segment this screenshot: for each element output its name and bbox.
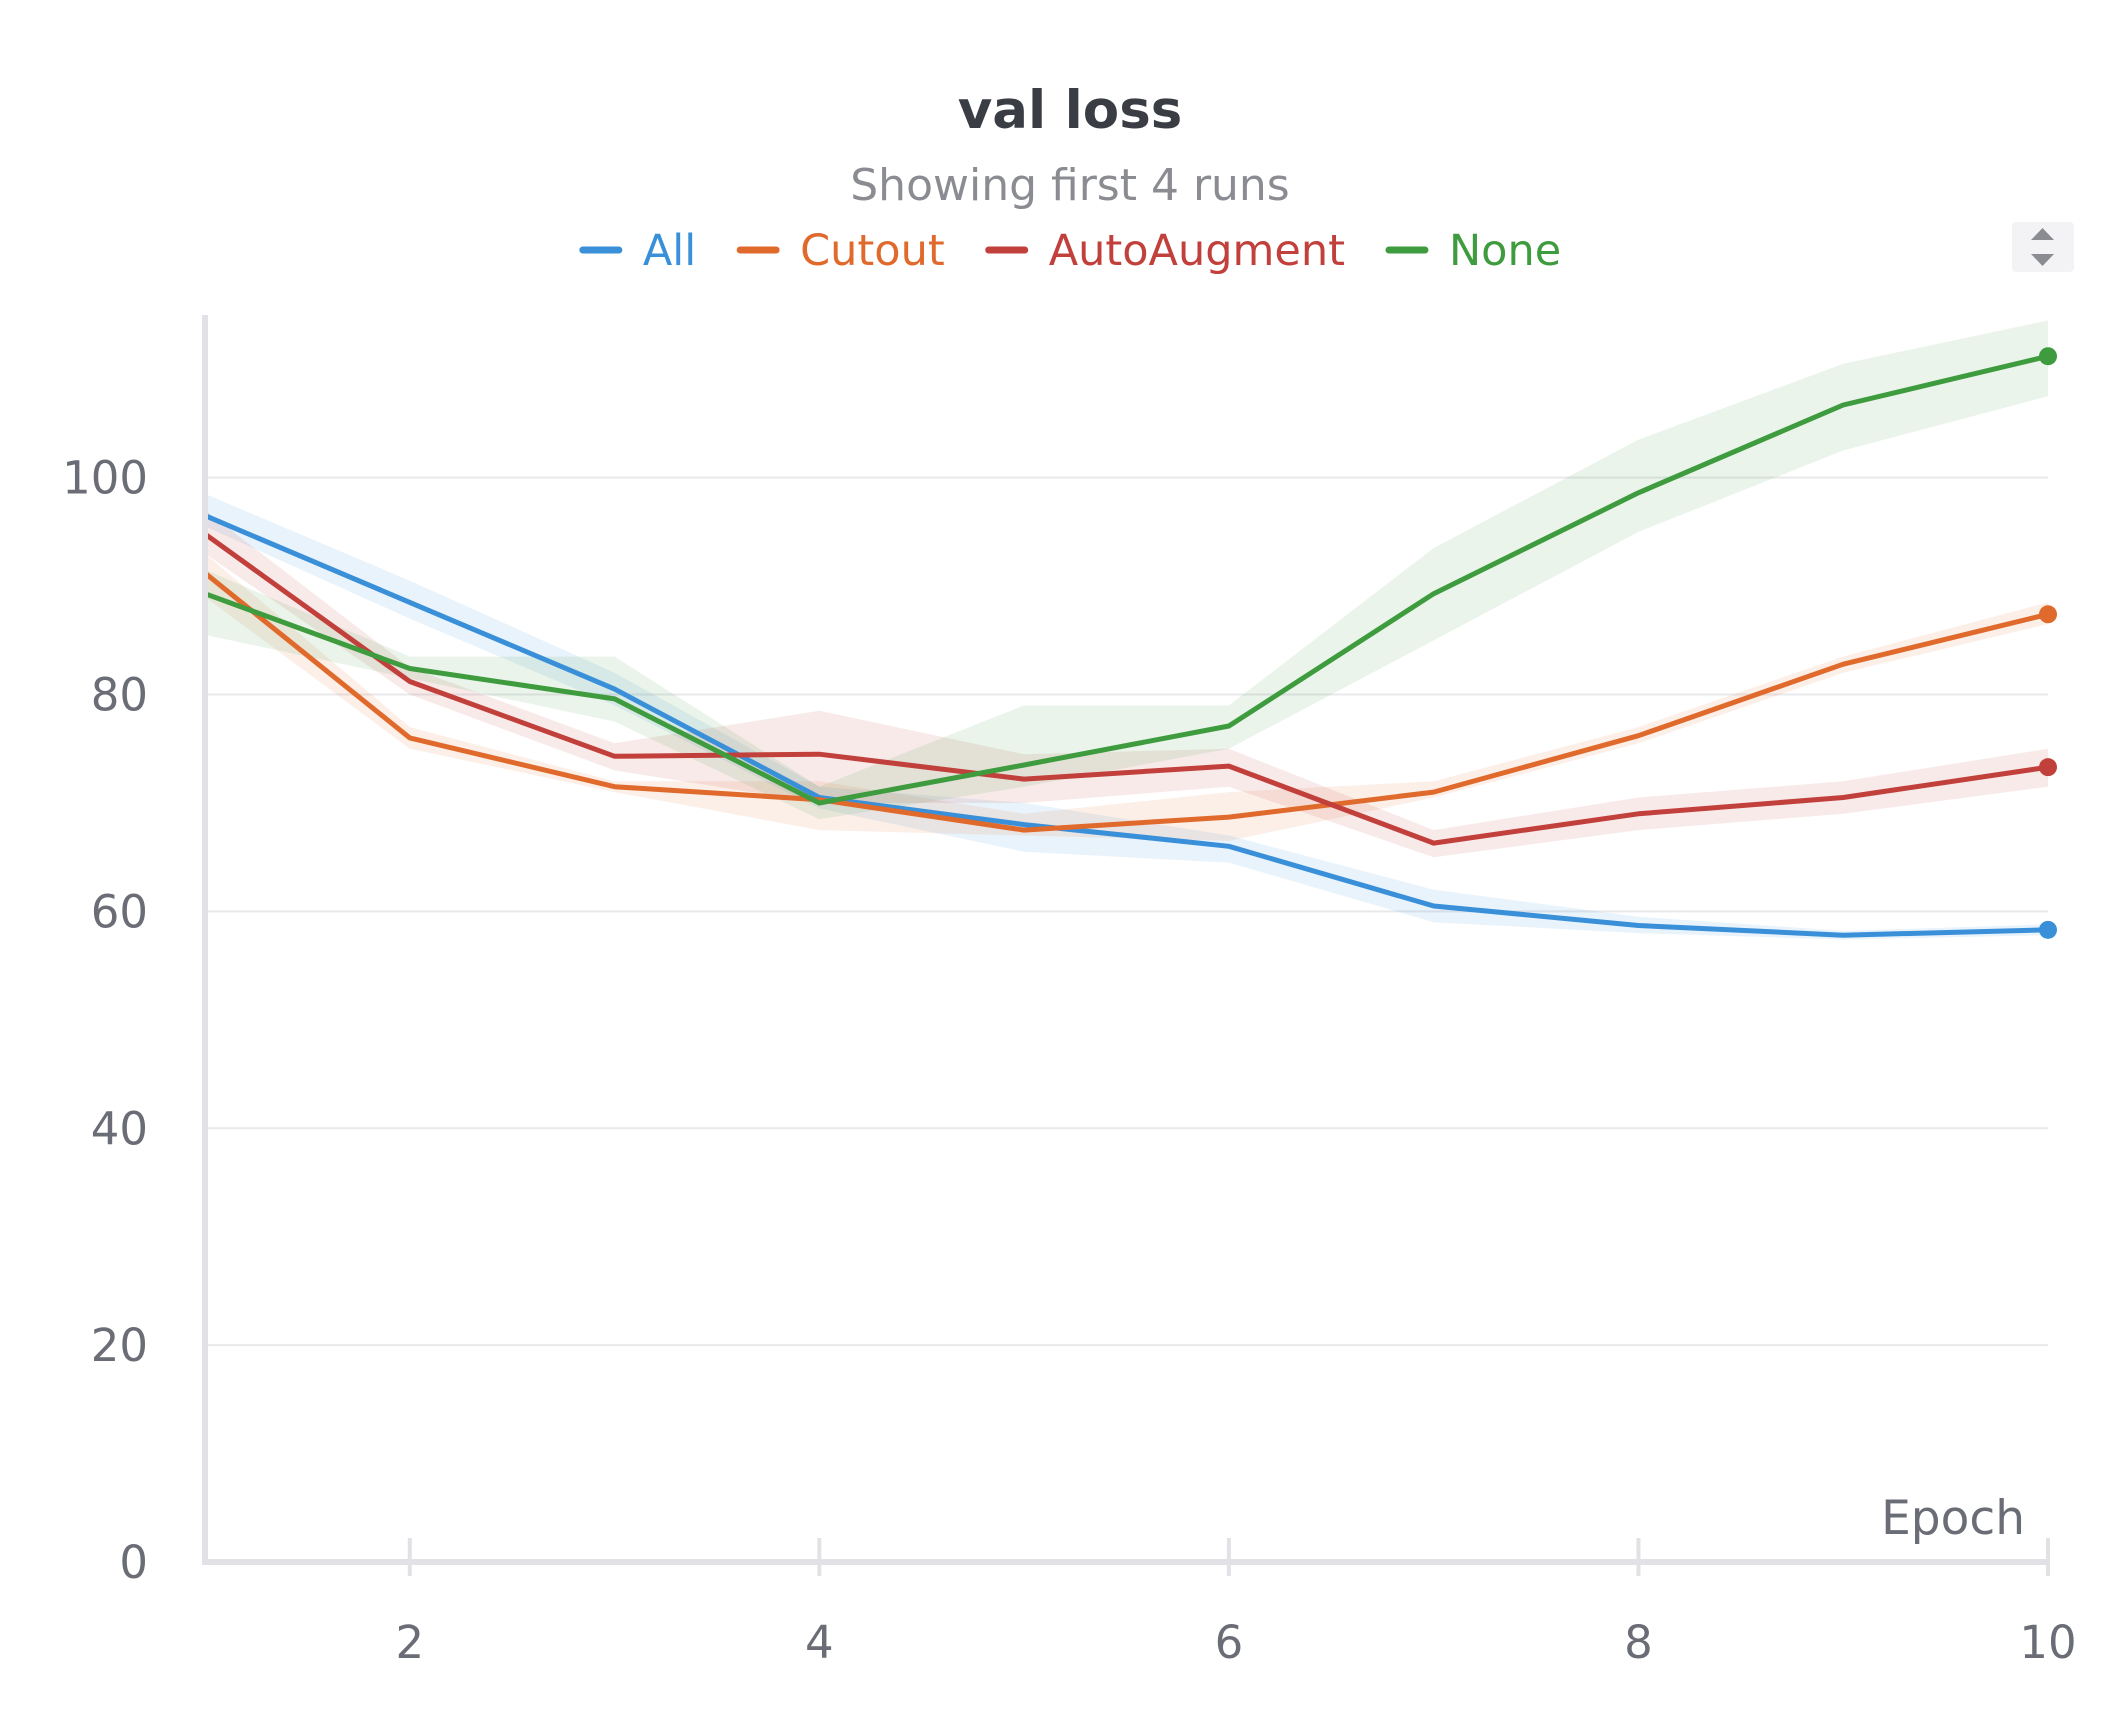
- legend-item-none[interactable]: None: [1385, 226, 1561, 276]
- confidence-bands: [205, 320, 2048, 940]
- y-tick-label-20: 20: [91, 1319, 148, 1372]
- series-lines: [202, 353, 2051, 938]
- grid-lines: [205, 476, 2048, 1347]
- band-none: [205, 320, 2048, 820]
- y-tick-label-0: 0: [119, 1536, 148, 1589]
- x-tick-label-10: 10: [2019, 1616, 2076, 1669]
- y-ticks: 0 20 40 60 80 100: [62, 452, 148, 1589]
- x-tick-label-6: 6: [1215, 1616, 1244, 1669]
- line-autoaugment: [202, 531, 2051, 846]
- band-autoaugment: [205, 510, 2048, 858]
- endpoint-all: [2039, 920, 2057, 939]
- line-all: [202, 513, 2051, 938]
- endpoint-cutout: [2039, 605, 2057, 624]
- y-tick-label-40: 40: [91, 1102, 148, 1155]
- x-tick-label-4: 4: [805, 1616, 834, 1669]
- y-tick-label-100: 100: [62, 452, 148, 505]
- legend-item-cutout[interactable]: Cutout: [736, 226, 945, 276]
- endpoint-autoaugment: [2039, 758, 2057, 777]
- y-tick-label-80: 80: [91, 669, 148, 722]
- legend-item-all[interactable]: All: [579, 226, 696, 276]
- x-ticks: 2 4 6 8 10: [395, 1538, 2077, 1669]
- chart-subtitle: Showing first 4 runs: [850, 160, 1289, 211]
- x-tick-label-8: 8: [1624, 1616, 1653, 1669]
- series-endpoints: [2039, 347, 2057, 939]
- legend: All Cutout AutoAugment None: [579, 226, 1561, 276]
- endpoint-none: [2039, 347, 2057, 366]
- x-tick-label-2: 2: [395, 1616, 424, 1669]
- x-axis-label: Epoch: [1881, 1491, 2025, 1546]
- legend-label-autoaugment: AutoAugment: [1049, 226, 1345, 276]
- axes: [202, 315, 2048, 1565]
- legend-item-autoaugment[interactable]: AutoAugment: [985, 226, 1345, 276]
- legend-label-all: All: [643, 226, 696, 276]
- line-none: [202, 353, 2051, 806]
- band-all: [205, 493, 2048, 940]
- chart-title: val loss: [958, 80, 1183, 141]
- line-cutout: [202, 570, 2051, 833]
- y-tick-label-60: 60: [91, 885, 148, 938]
- legend-label-none: None: [1449, 226, 1561, 276]
- scroll-arrows-icon[interactable]: [2012, 222, 2074, 272]
- legend-label-cutout: Cutout: [800, 226, 945, 276]
